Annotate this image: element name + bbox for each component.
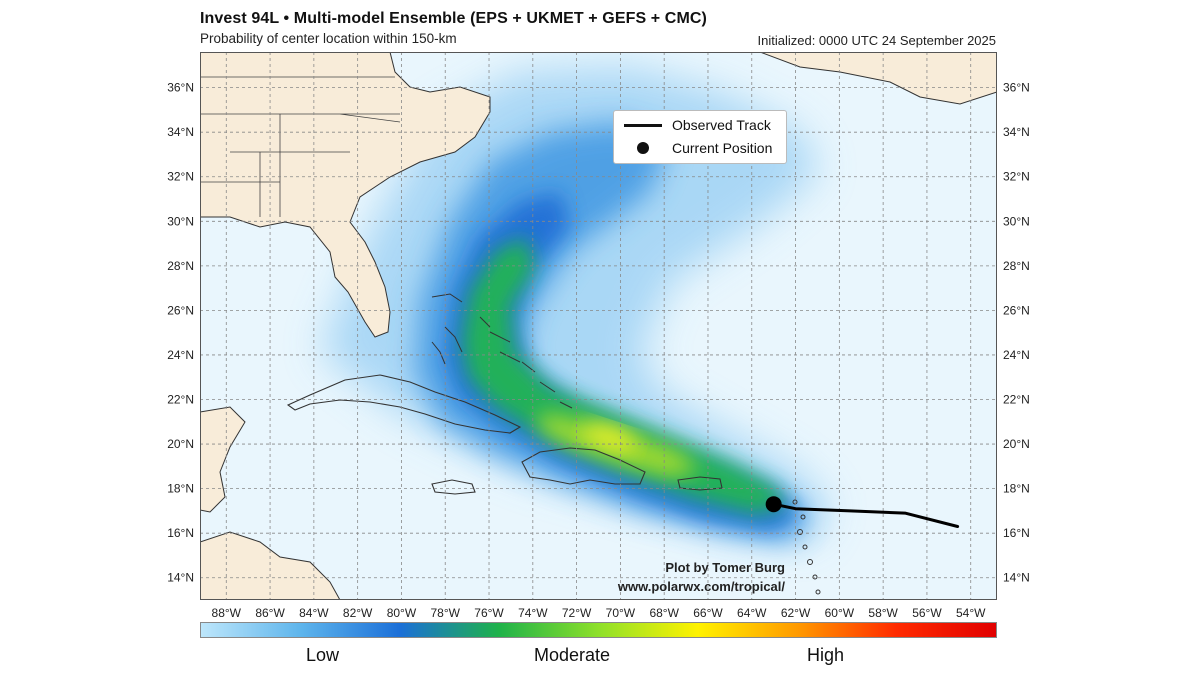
legend: Observed Track Current Position [613, 110, 787, 164]
lat-label: 24°N [167, 348, 194, 362]
lon-label: 62°W [781, 606, 811, 620]
lon-label: 64°W [737, 606, 767, 620]
map-frame [200, 52, 997, 600]
observed-track-line [772, 502, 960, 528]
lat-label: 18°N [1003, 482, 1030, 496]
legend-current-position: Current Position [624, 140, 772, 156]
legend-position-swatch [637, 142, 649, 154]
lat-label: 30°N [1003, 214, 1030, 228]
lat-label: 28°N [167, 259, 194, 273]
lon-label: 60°W [825, 606, 855, 620]
lon-label: 54°W [956, 606, 986, 620]
lat-label: 14°N [167, 571, 194, 585]
lon-label: 86°W [255, 606, 285, 620]
current-position-marker [765, 496, 782, 513]
lat-label: 26°N [167, 303, 194, 317]
lon-label: 56°W [912, 606, 942, 620]
lon-label: 80°W [387, 606, 417, 620]
legend-track-swatch [624, 123, 662, 127]
lon-label: 76°W [474, 606, 504, 620]
lon-label: 84°W [299, 606, 329, 620]
lon-label: 82°W [343, 606, 373, 620]
lat-label: 26°N [1003, 303, 1030, 317]
probability-colorbar [200, 622, 997, 638]
lon-label: 66°W [693, 606, 723, 620]
colorbar-low-label: Low [306, 645, 340, 665]
land-yucatan [200, 406, 246, 513]
lat-label: 16°N [1003, 526, 1030, 540]
gridlines [200, 52, 997, 600]
lon-label: 88°W [212, 606, 242, 620]
lat-label: 24°N [1003, 348, 1030, 362]
prob-plume-low-core [445, 192, 800, 530]
lat-label: 30°N [167, 214, 194, 228]
map-svg [200, 52, 997, 600]
lat-label: 34°N [167, 125, 194, 139]
lat-label: 22°N [1003, 393, 1030, 407]
lat-label: 36°N [1003, 81, 1030, 95]
map-panel: Observed Track Current Position Plot by … [200, 52, 997, 600]
credit-website: www.polarwx.com/tropical/ [617, 579, 785, 594]
land-hispaniola [521, 447, 646, 485]
lat-label: 14°N [1003, 571, 1030, 585]
lat-label: 22°N [167, 393, 194, 407]
legend-current-position-label: Current Position [672, 140, 773, 156]
map-subtitle: Probability of center location within 15… [200, 31, 457, 46]
lat-label: 32°N [167, 170, 194, 184]
lat-label: 28°N [1003, 259, 1030, 273]
colorbar-high-label: High [807, 645, 845, 665]
lat-label: 20°N [1003, 437, 1030, 451]
lon-label: 78°W [430, 606, 460, 620]
init-time: Initialized: 0000 UTC 24 September 2025 [757, 33, 996, 48]
land-jamaica [431, 479, 476, 495]
lat-label: 34°N [1003, 125, 1030, 139]
lon-label: 72°W [562, 606, 592, 620]
map-title: Invest 94L • Multi-model Ensemble (EPS +… [200, 10, 707, 27]
lon-label: 58°W [868, 606, 898, 620]
state-lines [200, 76, 401, 217]
lon-label: 68°W [649, 606, 679, 620]
lesser-antilles [792, 499, 821, 595]
lat-label: 32°N [1003, 170, 1030, 184]
lat-label: 16°N [167, 526, 194, 540]
legend-observed-track: Observed Track [624, 117, 771, 133]
lat-label: 18°N [167, 482, 194, 496]
lon-label: 74°W [518, 606, 548, 620]
land-canada [759, 52, 997, 105]
land-bahamas [431, 293, 573, 409]
colorbar-moderate-label: Moderate [534, 645, 611, 665]
legend-observed-track-label: Observed Track [672, 117, 771, 133]
land-central-america [200, 531, 341, 600]
lat-label: 36°N [167, 81, 194, 95]
land-cuba [286, 374, 522, 434]
lat-label: 20°N [167, 437, 194, 451]
lon-label: 70°W [606, 606, 636, 620]
land-puerto-rico [677, 476, 723, 491]
credit-author: Plot by Tomer Burg [665, 560, 785, 575]
